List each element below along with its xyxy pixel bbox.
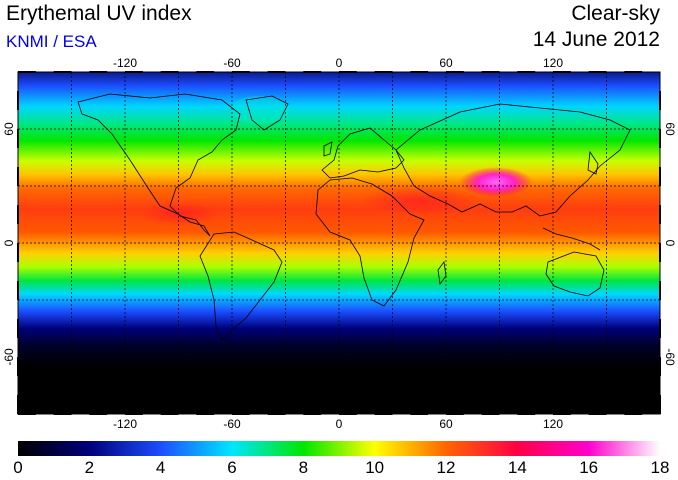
colorbar-tick-label: 10 [365,458,385,477]
greenland-uv-local [230,96,290,124]
latitude-tick-label: -60 [663,348,677,366]
africa-coast [315,177,425,307]
longitude-tick-label: 60 [439,56,453,70]
latitude-tick-label: 0 [2,239,16,246]
colorbar-tick-label: 4 [155,458,166,477]
australia-coast [545,251,605,297]
latitude-tick-label: 60 [663,122,677,136]
north-america-coast [77,93,241,237]
latitude-tick-label: -60 [2,348,16,366]
maritime-continent-coast [542,227,601,251]
japan-coast [587,150,599,175]
date-label: 14 June 2012 [532,28,660,51]
longitude-tick-label: 120 [543,417,563,431]
latitude-tick-label: 60 [2,122,16,136]
british-isles-coast [323,141,333,157]
coastlines [77,93,631,341]
map-title: Erythemal UV index [6,2,192,25]
longitude-tick-label: -120 [113,56,137,70]
colorbar-tick-label: 2 [84,458,95,477]
europe-coast [321,127,405,179]
asia-coast [395,103,631,217]
longitude-tick-label: -120 [113,417,137,431]
mexico-uv-high [140,202,220,226]
graticule [18,72,660,414]
colorbar-tick-label: 12 [436,458,456,477]
colorbar-tick-label: 6 [227,458,237,477]
longitude-tick-label: -60 [223,56,241,70]
uv-field: -120 -60 0 60 120 -120 -60 0 60 120 60 0 -60 60 0 -6… [2,56,677,431]
latitude-tick-label: 0 [663,240,677,247]
colorbar-tick-label: 0 [13,458,23,477]
colorbar-tick-label: 14 [507,458,527,477]
credit-label: KNMI / ESA [6,32,97,51]
longitude-tick-label: 0 [336,417,343,431]
colorbar [18,441,660,456]
greenland-coast [245,95,289,131]
colorbar-tick-label: 16 [579,458,599,477]
sky-mode-label: Clear-sky [571,2,660,25]
arabia-uv-high [360,186,480,214]
longitude-tick-label: 0 [336,56,343,70]
longitude-tick-label: -60 [223,417,241,431]
map-frame [17,71,661,415]
colorbar-tick-label: 18 [650,458,670,477]
longitude-tick-label: 120 [543,56,563,70]
colorbar-tick-label: 8 [298,458,309,477]
tibet-uv-maximum [460,167,532,197]
longitude-tick-label: 60 [439,417,453,431]
